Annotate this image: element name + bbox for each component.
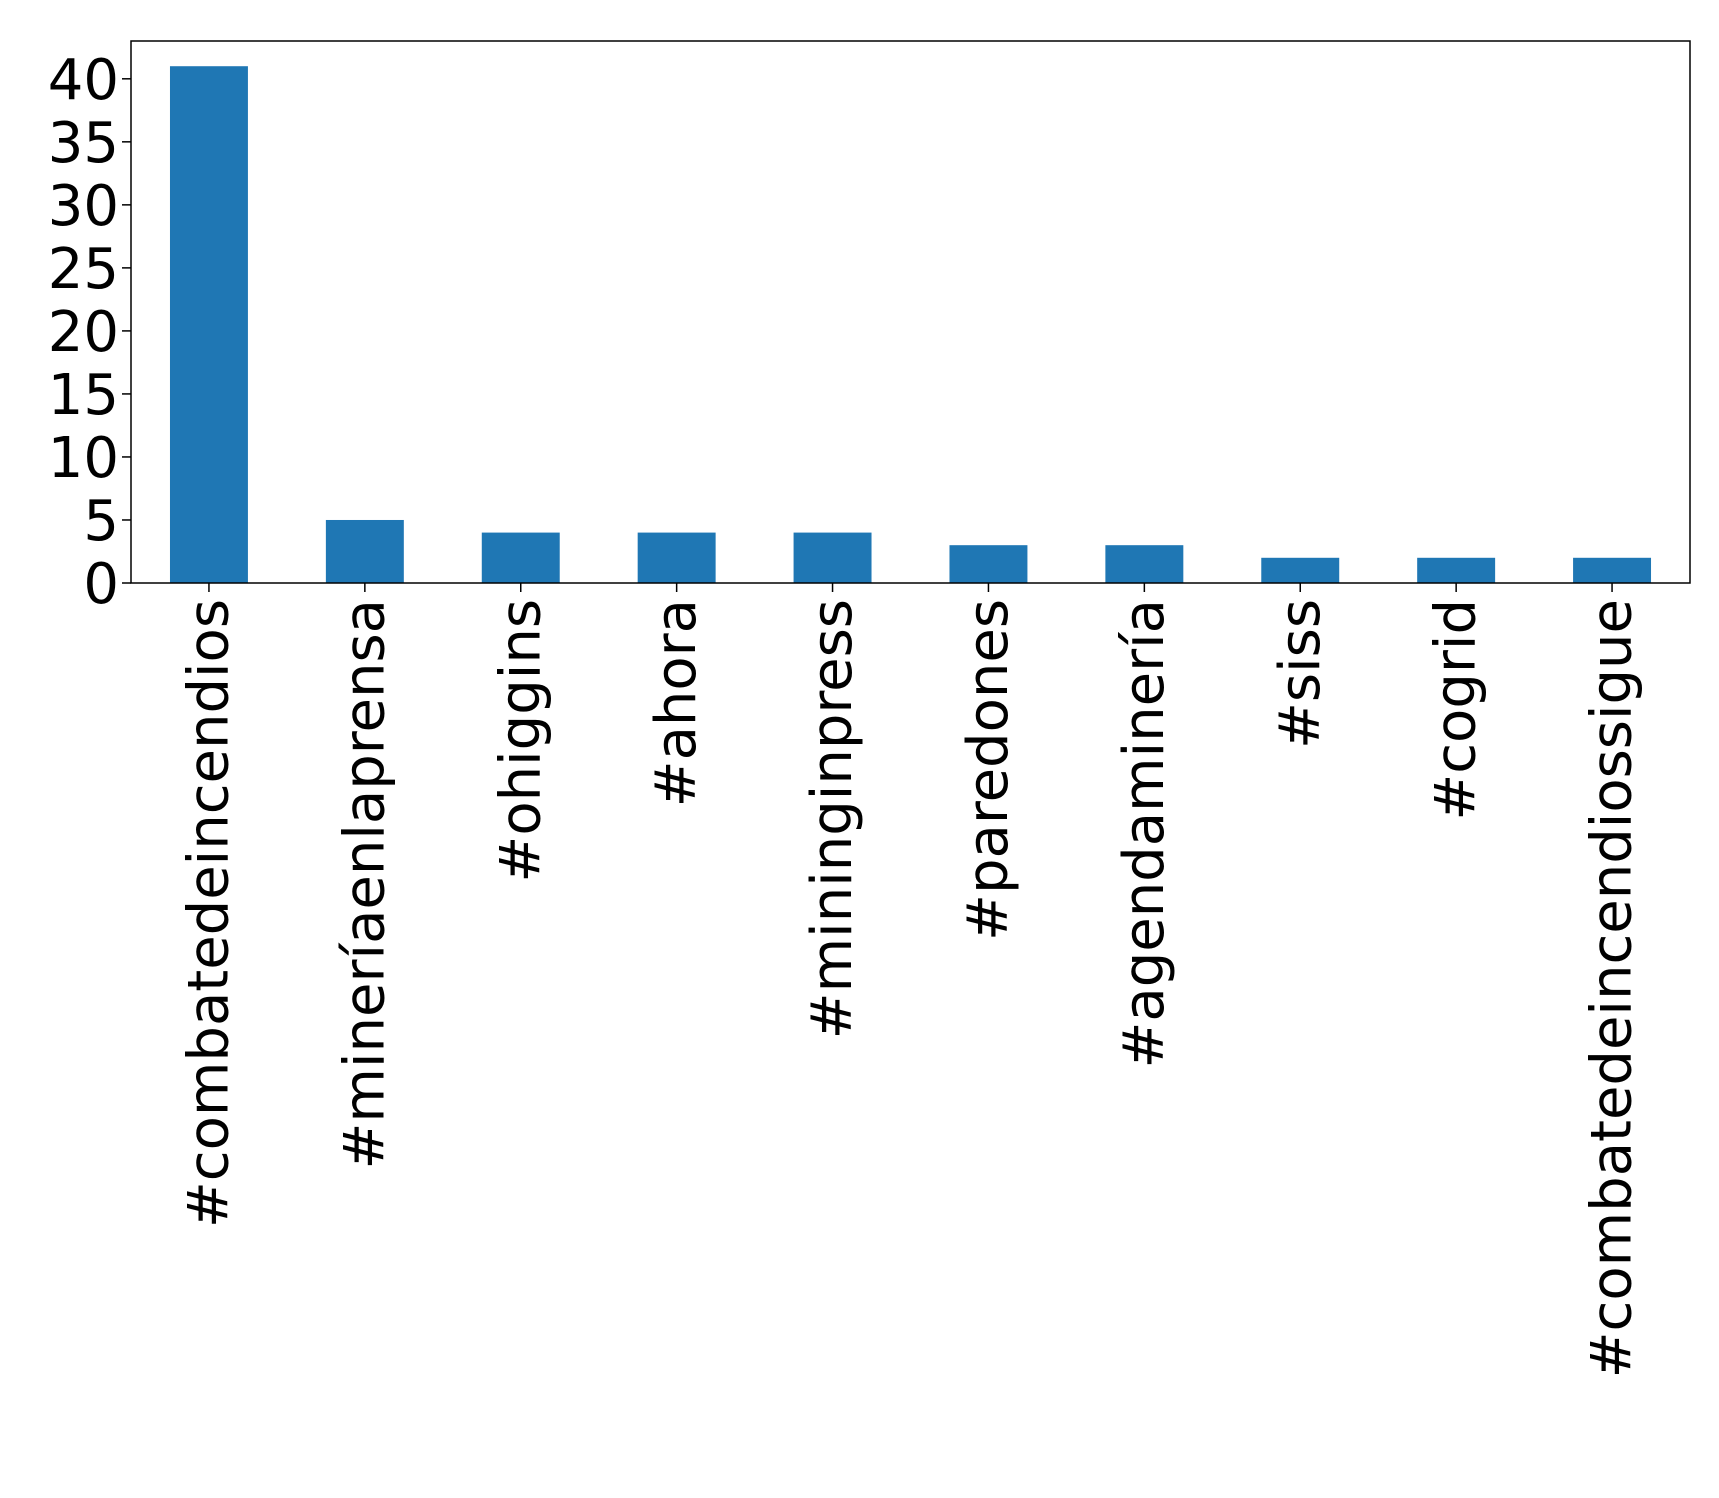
x-tick-label: #paredones: [956, 599, 1021, 941]
x-tick-label: #mineríaenlaprensa: [332, 599, 397, 1169]
bar-6: [1105, 545, 1184, 583]
x-axis: #combatedeincendios #mineríaenlaprensa #oh…: [176, 583, 1645, 1378]
y-tick-label: 0: [83, 552, 119, 617]
bar-7: [1261, 557, 1340, 583]
y-tick-label: 25: [48, 237, 119, 302]
y-tick-label: 10: [48, 426, 119, 491]
y-tick-label: 20: [48, 300, 119, 365]
x-tick-label: #mininginpress: [800, 599, 865, 1039]
bars-layer: [169, 66, 1652, 584]
x-tick-label: #agendaminería: [1112, 599, 1177, 1069]
y-tick-label: 35: [48, 111, 119, 176]
bar-9: [1573, 557, 1652, 583]
x-tick-label: #combatedeincendiossigue: [1580, 599, 1645, 1378]
bar-1: [325, 519, 404, 583]
y-tick-label: 30: [48, 174, 119, 239]
y-tick-label: 5: [83, 489, 119, 554]
bar-2: [481, 532, 560, 583]
y-tick-label: 40: [48, 48, 119, 113]
x-tick-label: #cogrid: [1424, 599, 1489, 821]
x-tick-label: #ahora: [644, 599, 709, 807]
bar-0: [169, 66, 248, 584]
bar-3: [637, 532, 716, 583]
bar-5: [949, 545, 1028, 583]
bar-4: [793, 532, 872, 583]
plot-frame: [130, 40, 1691, 584]
x-tick-label: #ohiggins: [488, 599, 553, 883]
x-tick-label: #combatedeincendios: [176, 599, 241, 1228]
x-tick-label: #siss: [1268, 599, 1333, 749]
y-tick-label: 15: [48, 363, 119, 428]
bar-8: [1417, 557, 1496, 583]
